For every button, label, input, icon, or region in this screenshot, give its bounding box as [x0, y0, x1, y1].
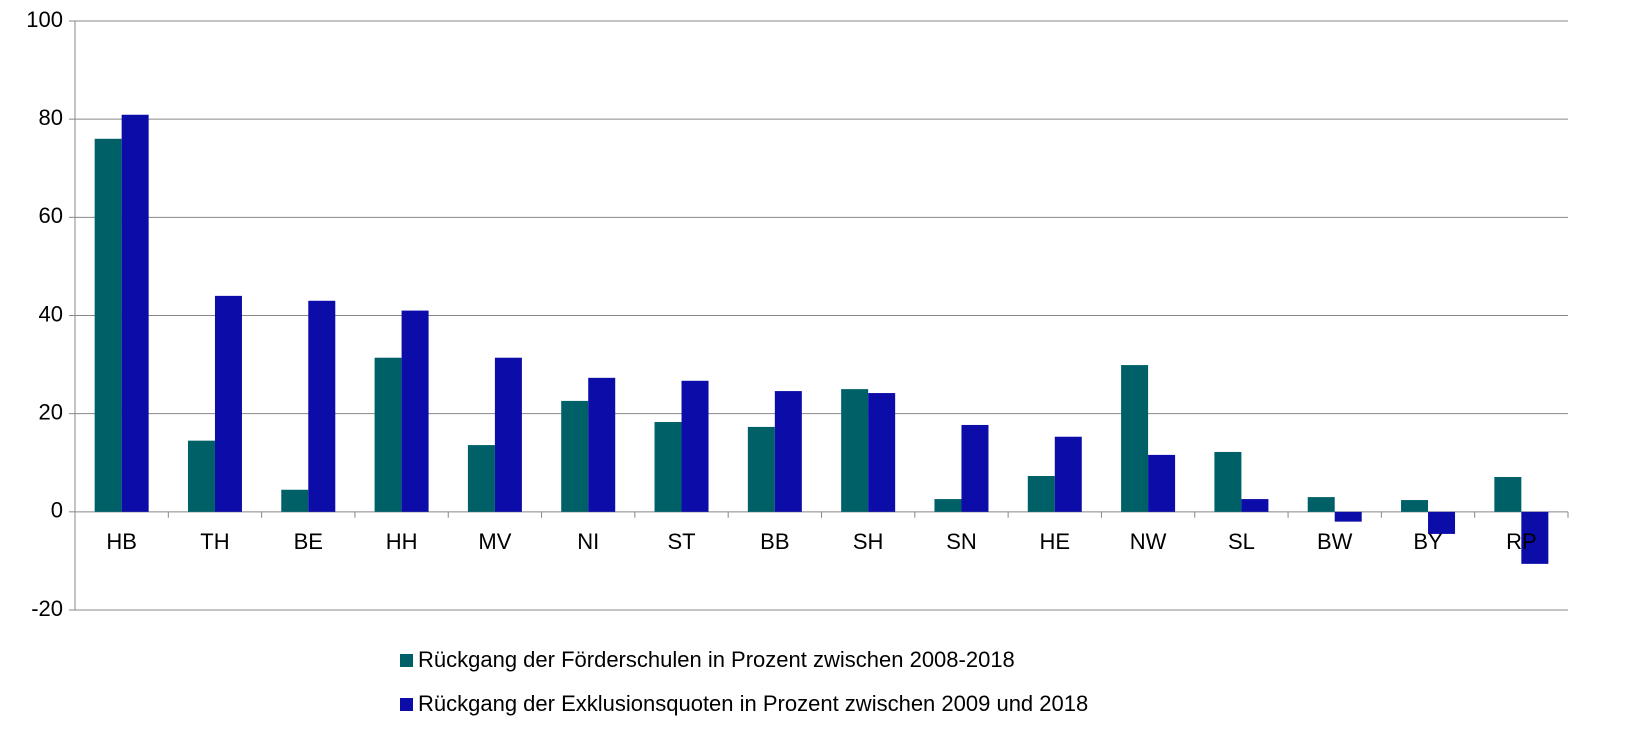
x-tick-label: ST [667, 529, 695, 554]
bar [401, 310, 429, 512]
bar [187, 440, 215, 512]
bar [588, 377, 616, 512]
bar [1214, 451, 1242, 512]
bar [281, 489, 309, 512]
x-tick-label: HE [1040, 529, 1071, 554]
x-tick-label: SH [853, 529, 884, 554]
bar [214, 295, 242, 512]
y-tick-label: 40 [39, 301, 63, 326]
x-tick-label: BB [760, 529, 789, 554]
bar [1401, 500, 1429, 512]
x-tick-label: BY [1413, 529, 1443, 554]
x-tick-label: BE [294, 529, 323, 554]
y-tick-label: 20 [39, 399, 63, 424]
x-tick-label: HH [386, 529, 418, 554]
legend-swatch [400, 654, 413, 667]
x-tick-label: TH [200, 529, 229, 554]
bar [1241, 499, 1269, 512]
bar [774, 391, 802, 512]
y-tick-label: 60 [39, 203, 63, 228]
bar [494, 357, 522, 512]
x-tick-label: NW [1130, 529, 1167, 554]
bar [1494, 476, 1522, 512]
x-tick-label: NI [577, 529, 599, 554]
x-tick-label: SL [1228, 529, 1255, 554]
bar [1334, 511, 1362, 522]
bar [1307, 497, 1335, 512]
bar [934, 499, 962, 512]
y-tick-label: 0 [51, 498, 63, 523]
bar [747, 426, 775, 512]
y-tick-label: -20 [31, 596, 63, 621]
bar [1521, 511, 1549, 564]
x-tick-label: SN [946, 529, 977, 554]
bar [841, 389, 869, 512]
bar [681, 380, 709, 512]
bar [308, 300, 336, 512]
legend-swatch [400, 698, 413, 711]
bar [561, 400, 589, 512]
x-tick-label: MV [478, 529, 511, 554]
bar [121, 114, 149, 512]
bar [374, 357, 402, 512]
bar [1428, 511, 1456, 534]
legend-label: Rückgang der Exklusionsquoten in Prozent… [418, 691, 1088, 716]
bar [1054, 436, 1082, 512]
bar [961, 424, 989, 512]
x-tick-label: HB [106, 529, 137, 554]
y-tick-label: 80 [39, 105, 63, 130]
bar [467, 445, 495, 512]
bar [1148, 454, 1176, 512]
x-tick-label: BW [1317, 529, 1353, 554]
bar [868, 393, 896, 512]
x-tick-label: RP [1506, 529, 1537, 554]
bar [1121, 365, 1149, 512]
y-tick-label: 100 [26, 7, 63, 32]
legend-label: Rückgang der Förderschulen in Prozent zw… [418, 647, 1015, 672]
bar [1027, 476, 1055, 512]
bar [94, 138, 122, 512]
bar [654, 422, 682, 512]
